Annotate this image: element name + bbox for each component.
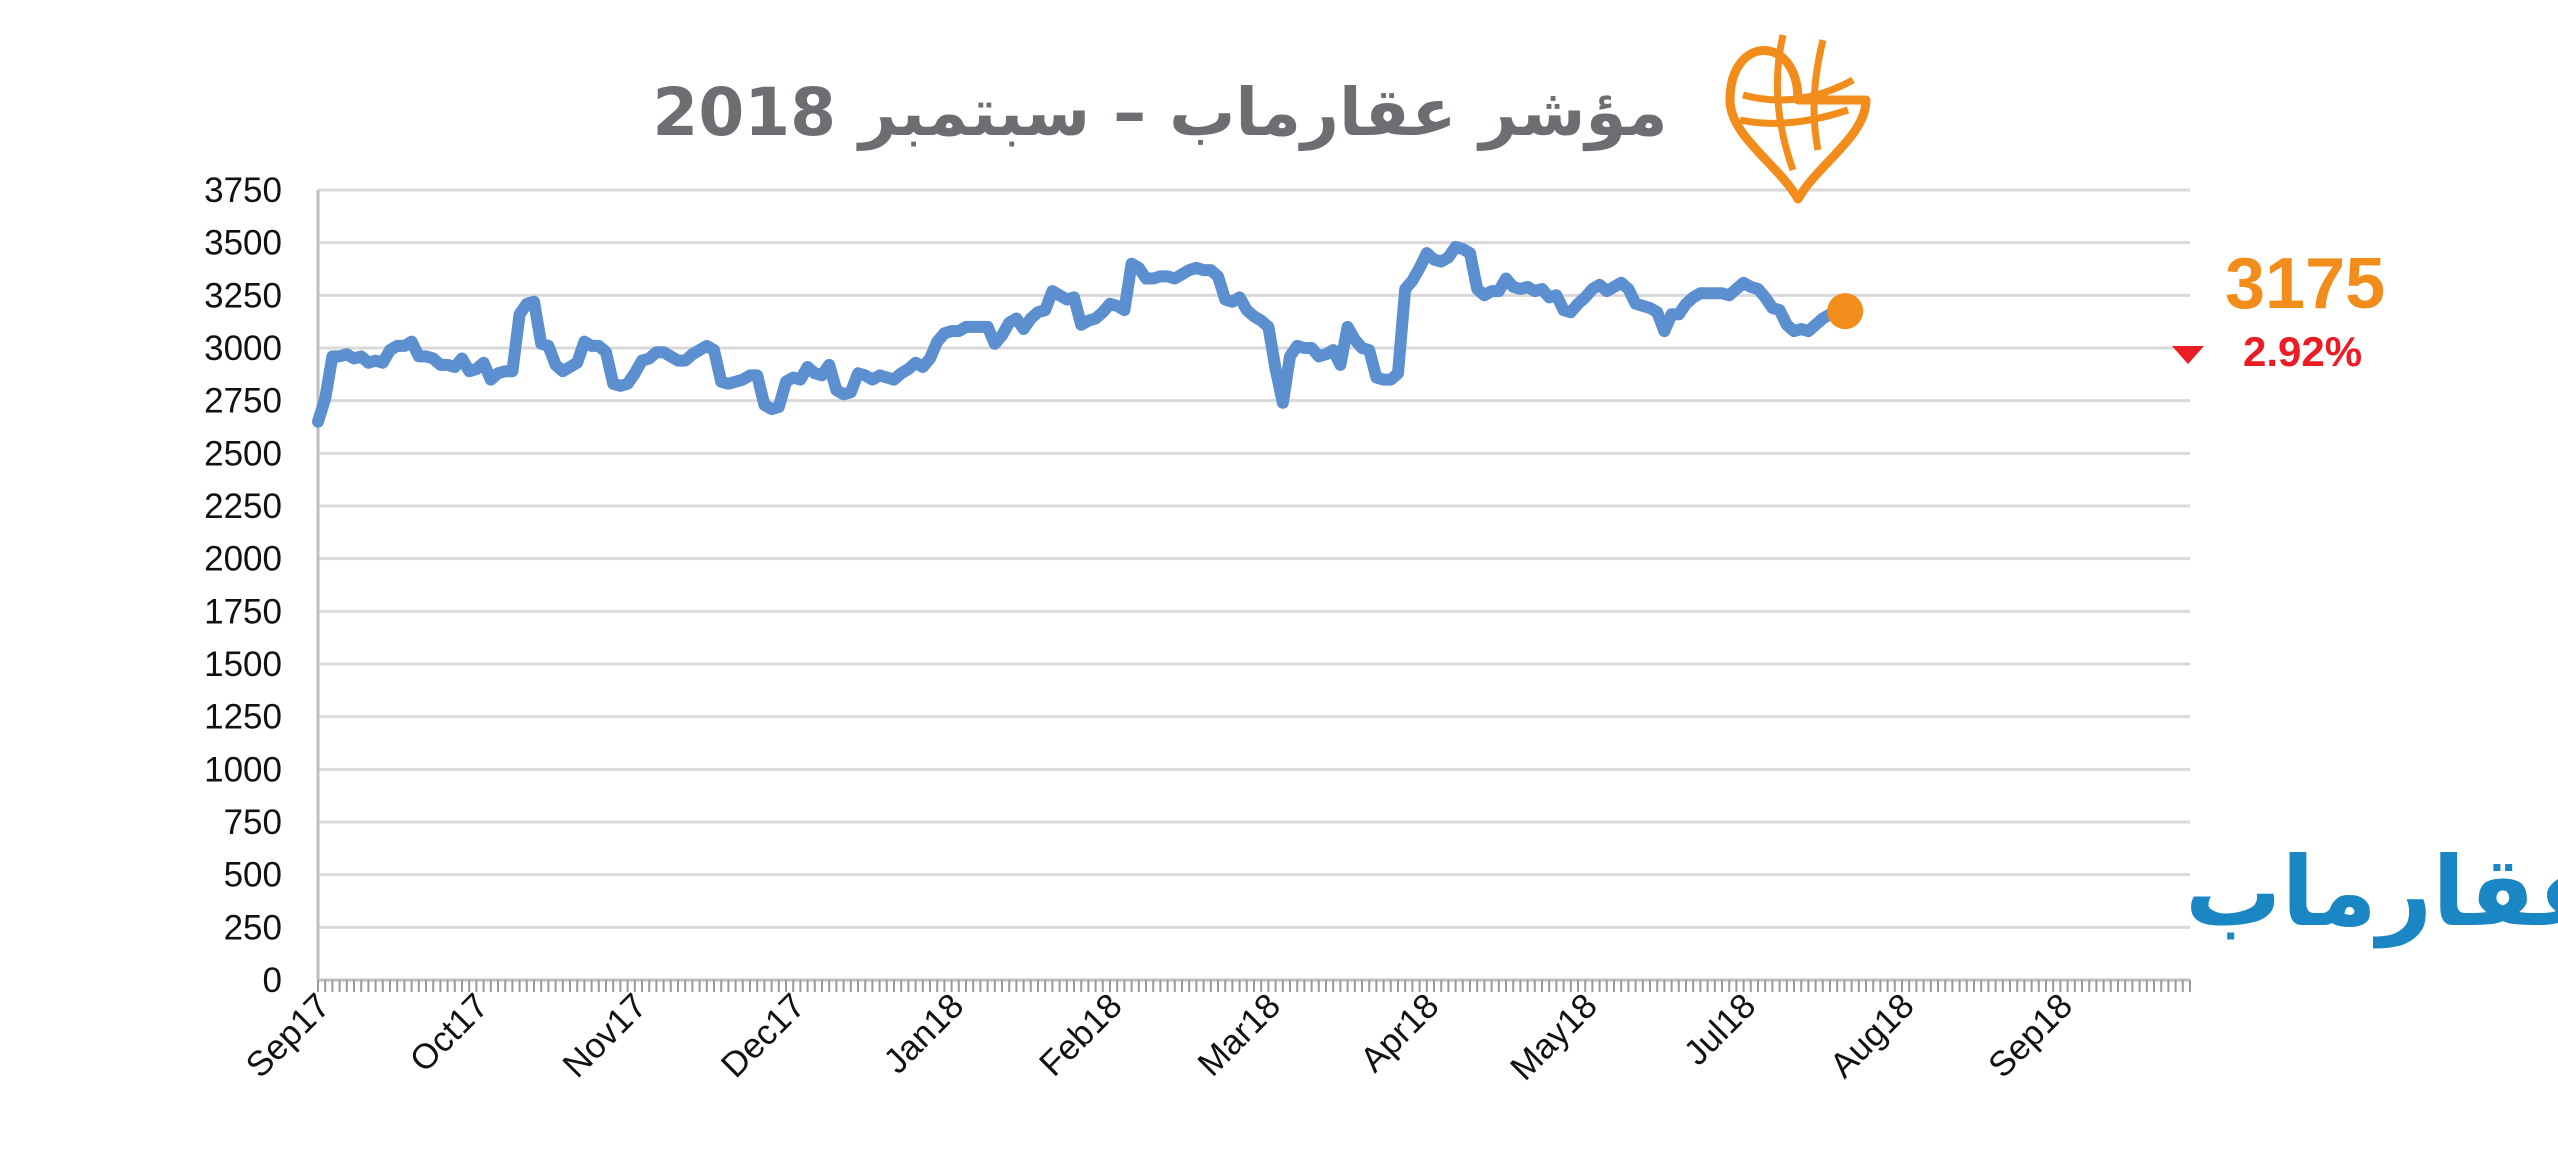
y-tick-label: 1500: [204, 645, 282, 684]
x-tick-label: Jul18: [1677, 986, 1764, 1073]
y-tick-label: 750: [224, 803, 282, 842]
y-tick-label: 3500: [204, 224, 282, 263]
last-value-marker: [1827, 293, 1864, 330]
x-tick-label: Jan18: [876, 986, 971, 1081]
x-tick-label: Sep18: [1981, 986, 2080, 1085]
chart-title: مؤشر عقارماب – سبتمبر 2018: [652, 74, 1667, 152]
y-tick-label: 2000: [204, 540, 282, 579]
y-axis-ticks: 0 250 500 750 1000 1250 1500 1750 2000 2250 2500 27…: [204, 171, 282, 1000]
y-tick-label: 2750: [204, 382, 282, 421]
y-tick-label: 3000: [204, 329, 282, 368]
last-value-label: 3175: [2225, 244, 2385, 324]
x-tick-label: Feb18: [1032, 986, 1130, 1084]
y-tick-label: 0: [263, 961, 282, 1000]
x-tick-label: Apr18: [1353, 986, 1447, 1080]
grid-lines: [318, 188, 2190, 929]
x-minor-ticks: [317, 980, 2191, 992]
x-tick-label: Oct17: [402, 986, 496, 1080]
x-tick-label: Dec17: [714, 986, 813, 1085]
x-tick-label: Nov17: [555, 986, 654, 1085]
y-tick-label: 1250: [204, 698, 282, 737]
y-tick-label: 2500: [204, 434, 282, 473]
brand-watermark: عقارماب: [2185, 836, 2558, 948]
x-tick-label: Mar18: [1190, 986, 1288, 1084]
y-tick-label: 3750: [204, 171, 282, 210]
x-tick-label: Aug18: [1823, 986, 1922, 1085]
x-tick-label: Sep17: [239, 986, 338, 1085]
down-triangle-icon: [2172, 346, 2204, 364]
x-axis-ticks: Sep17 Oct17 Nov17 Dec17 Jan18 Feb18 Mar18 Apr18…: [239, 986, 2081, 1088]
y-tick-label: 1000: [204, 750, 282, 789]
change-label: 2.92%: [2243, 328, 2362, 375]
x-tick-label: May18: [1503, 986, 1605, 1088]
map-pin-globe-icon: [1725, 34, 1871, 204]
index-series-line: [312, 240, 1844, 428]
y-tick-label: 500: [224, 856, 282, 895]
y-tick-label: 250: [224, 908, 282, 947]
y-tick-label: 3250: [204, 276, 282, 315]
y-tick-label: 1750: [204, 592, 282, 631]
y-tick-label: 2250: [204, 487, 282, 526]
series-layer: [312, 240, 1844, 428]
